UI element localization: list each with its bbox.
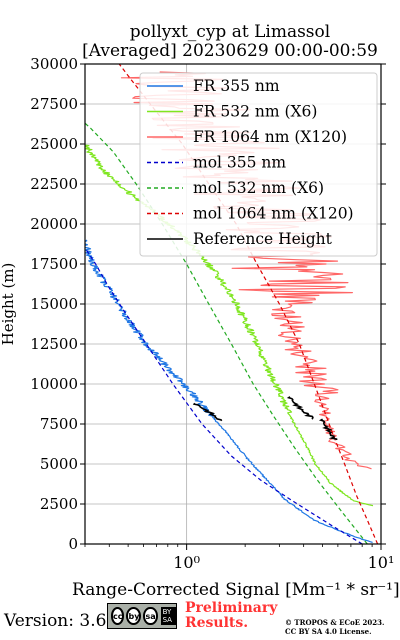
legend-entry: mol 1064 nm (X120) [193,205,354,223]
legend: FR 355 nm FR 532 nm (X6) FR 1064 nm (X120)… [139,72,378,257]
legend-entry: mol 355 nm [193,154,286,172]
y-tick-label: 2500 [40,495,78,513]
reference-height-segment [318,418,338,441]
chart-subtitle: [Averaged] 20230629 00:00-00:59 [82,41,378,61]
copyright-notice: © TROPOS & ECoE 2023. CC BY SA 4.0 Licen… [285,618,384,636]
x-tick-label: 10⁰ [173,553,200,572]
y-tick-label: 30000 [30,55,78,73]
x-axis-label: Range-Corrected Signal [Mm⁻¹ * sr⁻¹] [72,580,400,600]
series-mol-355-nm [85,247,363,544]
by-icon: by [126,607,142,625]
legend-entry: FR 532 nm (X6) [193,103,317,121]
legend-entry: Reference Height [193,230,333,248]
copyright-line-1: © TROPOS & ECoE 2023. [285,618,385,627]
y-tick-label: 7500 [40,415,78,433]
y-tick-label: 5000 [40,455,78,473]
series-mol-1064-nm-x120- [118,64,379,544]
reference-height-segment [192,402,223,422]
sa-icon: sa [143,607,158,625]
copyright-line-2: CC BY SA 4.0 License. [285,627,372,636]
preliminary-line-2: Results. [185,615,249,631]
axes: 0 2500 5000 7500 10000 12500 15000 17500 20000 22… [30,55,394,572]
y-tick-label: 25000 [30,135,78,153]
y-tick-label: 17500 [30,255,78,273]
version-label: Version: 3.6 [4,611,107,631]
reference-height-segment [286,396,314,420]
y-tick-label: 12500 [30,335,78,353]
cc-license-badge: cc by sa BY SA [107,603,177,629]
y-tick-label: 0 [68,535,78,553]
y-tick-label: 22500 [30,175,78,193]
y-axis-label: Height (m) [0,263,17,346]
series-mol-532-nm-x6- [85,122,368,544]
legend-entry: mol 532 nm (X6) [193,179,324,197]
y-tick-label: 10000 [30,375,78,393]
preliminary-line-1: Preliminary [185,600,278,616]
legend-entry: FR 355 nm [193,77,280,95]
y-tick-label: 20000 [30,215,78,233]
preliminary-notice: Preliminary Results. [185,601,277,631]
series-reference-height [192,396,338,441]
legend-entry: FR 1064 nm (X120) [193,128,347,146]
y-tick-label: 27500 [30,95,78,113]
series-line [118,64,379,544]
lidar-profile-chart: 0 2500 5000 7500 10000 12500 15000 17500 20000 22… [0,55,394,572]
x-tick-label: 10¹ [368,553,395,572]
cc-icon: cc [111,607,125,625]
series-line [85,247,363,544]
y-tick-label: 15000 [30,295,78,313]
legend-box [139,72,378,257]
series-line [85,122,368,544]
chart-title: pollyxt_cyp at Limassol [129,22,331,42]
cc-by-sa-label: BY SA [160,607,176,625]
